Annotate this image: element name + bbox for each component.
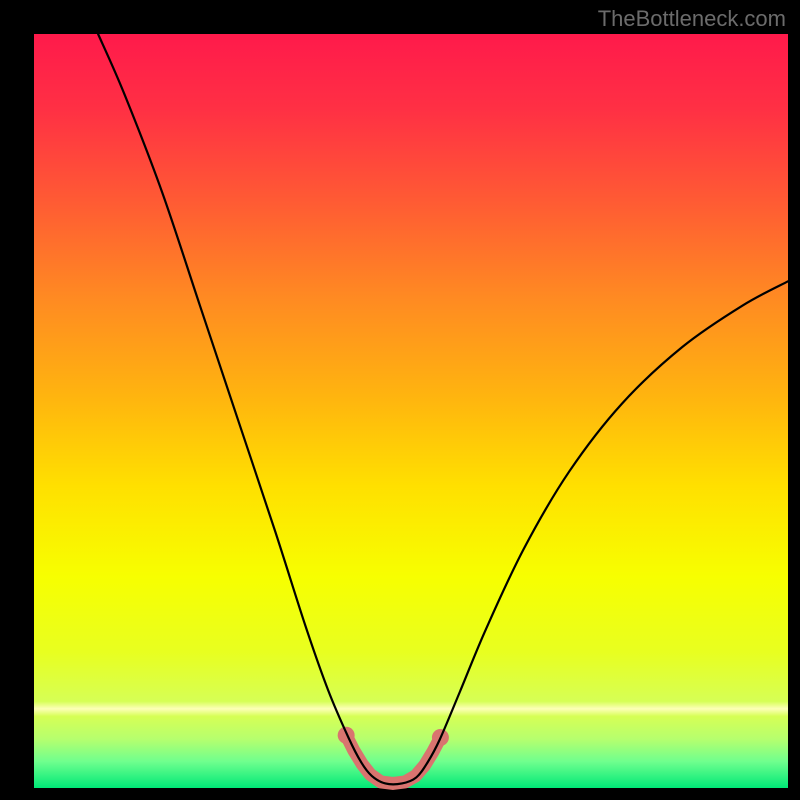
- chart-svg: [0, 0, 800, 800]
- trough-dot-left: [338, 727, 355, 744]
- chart-stage: TheBottleneck.com: [0, 0, 800, 800]
- watermark-text: TheBottleneck.com: [598, 6, 786, 32]
- gradient-background: [34, 34, 788, 788]
